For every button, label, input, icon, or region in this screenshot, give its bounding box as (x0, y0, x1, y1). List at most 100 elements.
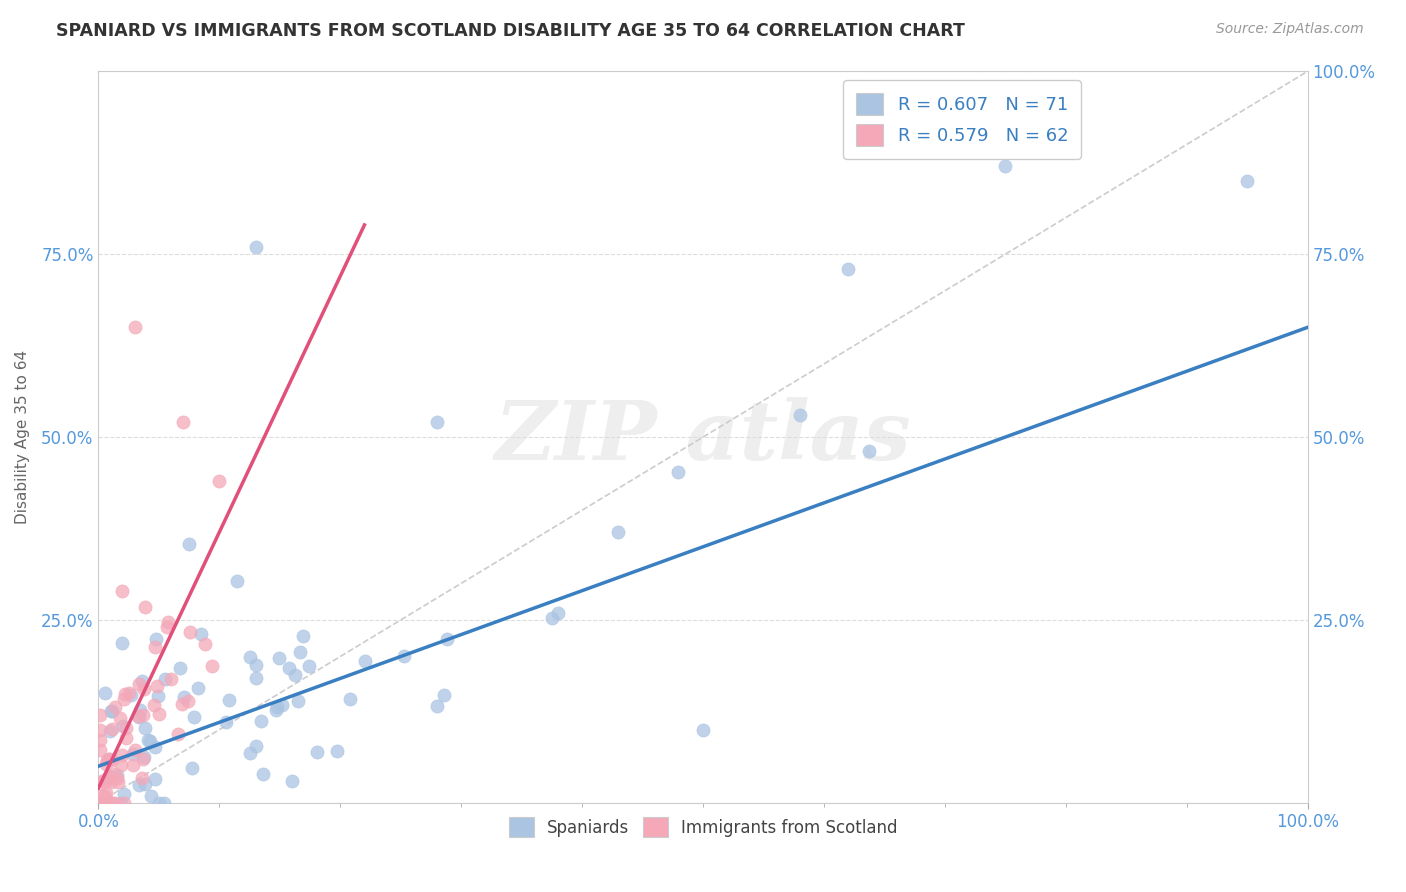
Point (266, 703, 288, 717)
Point (128, 710, 150, 724)
Point (245, 671, 267, 685)
Point (270, 698, 292, 713)
Point (111, 719, 134, 733)
Point (111, 635, 134, 649)
Point (290, 645, 312, 659)
Point (111, 747, 134, 762)
Point (112, 796, 135, 810)
Point (837, 261, 859, 276)
Point (100, 704, 122, 718)
Point (108, 711, 131, 725)
Point (278, 661, 301, 675)
Point (245, 657, 267, 672)
Point (96, 753, 118, 767)
Point (103, 766, 125, 780)
Point (177, 537, 200, 551)
Point (169, 661, 191, 675)
Point (136, 732, 159, 747)
Point (131, 771, 153, 785)
Point (148, 690, 170, 704)
Point (190, 627, 212, 641)
Point (215, 714, 238, 729)
Point (269, 651, 291, 665)
Text: SPANIARD VS IMMIGRANTS FROM SCOTLAND DISABILITY AGE 35 TO 64 CORRELATION CHART: SPANIARD VS IMMIGRANTS FROM SCOTLAND DIS… (56, 22, 965, 40)
Point (98, 770, 121, 784)
Point (90, 788, 112, 802)
Point (433, 689, 456, 703)
Point (128, 778, 150, 792)
Point (128, 677, 150, 691)
Point (160, 673, 183, 687)
Point (98, 796, 121, 810)
Point (153, 796, 176, 810)
Point (307, 745, 329, 759)
Point (91, 774, 114, 789)
Point (155, 672, 177, 686)
Point (148, 796, 170, 810)
Point (339, 692, 361, 706)
Point (98, 752, 121, 766)
Point (354, 654, 377, 668)
Point (134, 749, 156, 764)
Point (132, 681, 155, 696)
Point (858, 443, 880, 458)
Point (326, 744, 349, 758)
Point (155, 620, 177, 634)
Point (105, 771, 128, 785)
Point (100, 752, 122, 766)
Point (104, 699, 127, 714)
Point (134, 599, 156, 614)
Point (114, 731, 136, 745)
Point (110, 758, 132, 772)
Text: Source: ZipAtlas.com: Source: ZipAtlas.com (1216, 22, 1364, 37)
Point (540, 611, 562, 625)
Point (148, 706, 170, 721)
Point (194, 636, 217, 650)
Point (100, 775, 122, 789)
Point (89, 743, 111, 757)
Point (134, 777, 156, 791)
Point (89, 723, 111, 737)
Point (115, 721, 138, 735)
Point (105, 768, 128, 782)
Point (104, 796, 127, 810)
Point (94, 789, 117, 803)
Point (287, 694, 309, 708)
Point (107, 774, 129, 789)
Point (114, 787, 136, 801)
Point (101, 796, 124, 810)
Point (187, 681, 209, 695)
Point (120, 688, 142, 702)
Point (143, 772, 166, 786)
Point (91, 774, 114, 789)
Point (281, 774, 304, 789)
Point (607, 525, 630, 540)
Point (692, 723, 714, 737)
Point (94, 796, 117, 810)
Point (121, 758, 143, 772)
Point (436, 632, 458, 647)
Point (134, 721, 156, 735)
Point (218, 693, 240, 707)
Point (167, 727, 190, 741)
Y-axis label: Disability Age 35 to 64: Disability Age 35 to 64 (15, 350, 30, 524)
Point (284, 667, 307, 681)
Point (145, 632, 167, 647)
Point (128, 703, 150, 717)
Point (179, 624, 201, 639)
Point (789, 408, 811, 422)
Point (114, 687, 136, 701)
Point (172, 697, 194, 711)
Legend: Spaniards, Immigrants from Scotland: Spaniards, Immigrants from Scotland (501, 809, 905, 846)
Point (110, 796, 132, 810)
Point (292, 629, 315, 643)
Point (127, 709, 149, 723)
Point (89, 796, 111, 810)
Point (94, 686, 117, 700)
Point (208, 474, 231, 488)
Point (392, 648, 415, 663)
Point (266, 700, 288, 714)
Point (111, 584, 134, 599)
Point (89, 732, 111, 747)
Point (994, 160, 1017, 174)
